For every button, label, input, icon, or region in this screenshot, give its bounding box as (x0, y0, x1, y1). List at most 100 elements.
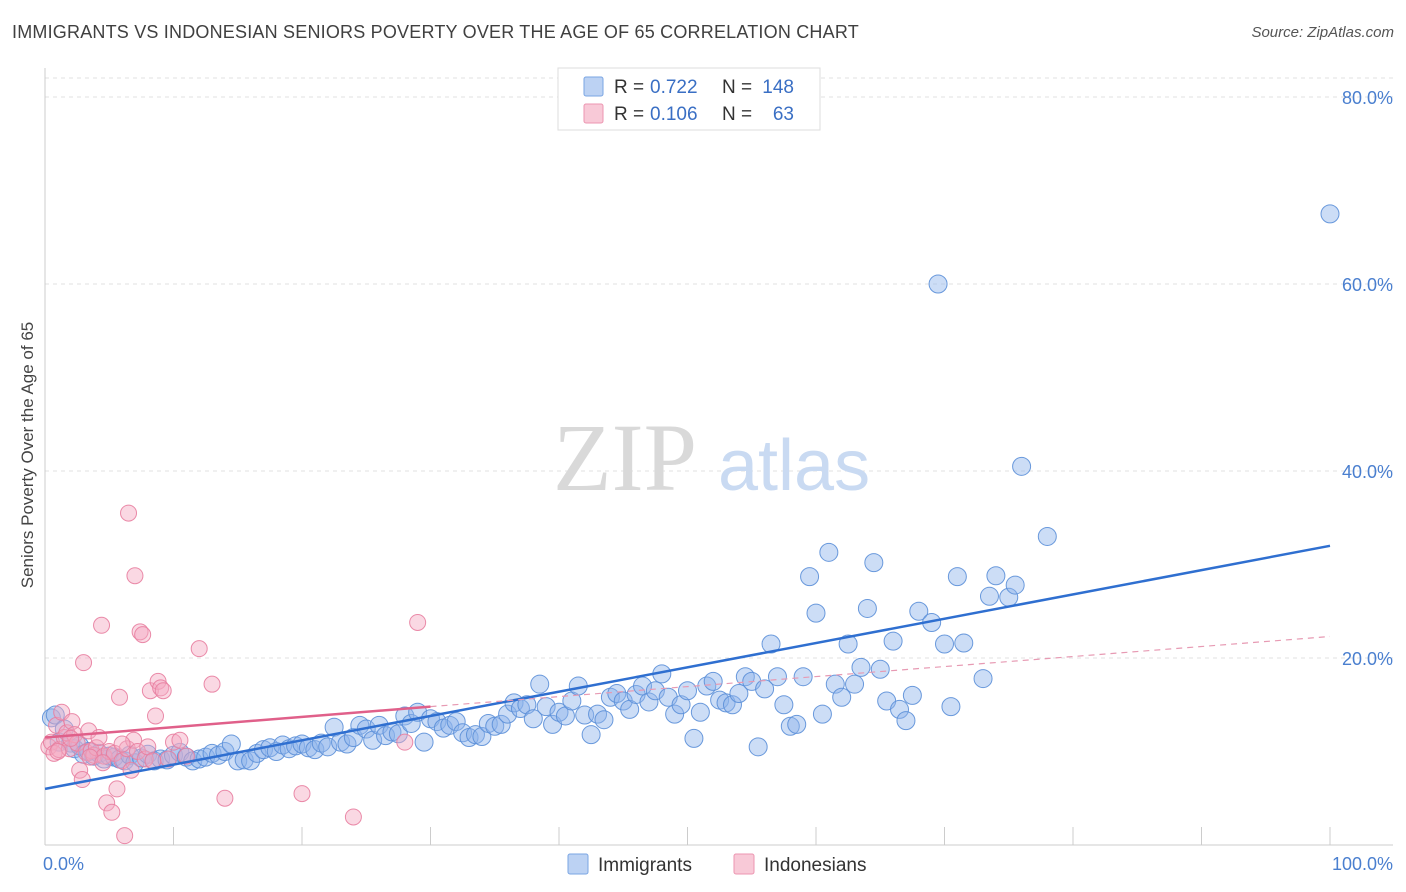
legend-swatch-immigrants (583, 76, 604, 97)
immigrants-point-128 (838, 634, 858, 654)
immigrants-point-92 (607, 684, 627, 704)
indonesians-point-52 (203, 675, 221, 693)
legend-n-value-1: 63 (773, 104, 794, 125)
chart-title: IMMIGRANTS VS INDONESIAN SENIORS POVERTY… (12, 22, 859, 42)
indonesians-point-28 (111, 688, 129, 706)
correlation-legend: R = 0.722 N = 148 R = 0.106 N = 63 (557, 67, 821, 131)
immigrants-point-137 (896, 711, 916, 731)
indonesians-point-17 (82, 742, 100, 760)
bottom-legend-label-indonesians: Indonesians (764, 855, 866, 876)
indonesians-trend-line (44, 705, 431, 739)
immigrants-point-97 (639, 692, 659, 712)
immigrants-point-102 (671, 695, 691, 715)
immigrants-point-104 (684, 728, 704, 748)
legend-r-value-1: 0.106 (650, 104, 698, 125)
immigrants-point-78 (517, 695, 537, 715)
immigrants-point-79 (523, 709, 543, 729)
immigrants-point-75 (498, 704, 518, 724)
immigrants-point-74 (491, 714, 511, 734)
indonesians-point-9 (63, 713, 81, 731)
indonesians-point-48 (165, 733, 182, 751)
immigrants-point-88 (581, 725, 601, 745)
immigrants-trend-line (44, 544, 1331, 791)
legend-r-label-0: R = (614, 77, 644, 98)
indonesians-point-43 (147, 707, 165, 725)
indonesians-point-53 (216, 789, 234, 807)
immigrants-point-151 (1012, 456, 1032, 476)
indonesians-point-44 (149, 672, 167, 690)
immigrants-point-143 (941, 697, 961, 717)
indonesians-point-56 (396, 733, 414, 751)
indonesians-point-59 (62, 729, 80, 747)
immigrants-point-141 (928, 274, 948, 294)
immigrants-point-109 (716, 693, 736, 713)
watermark: ZIP atlas (553, 404, 870, 511)
immigrants-point-138 (902, 685, 922, 705)
immigrants-point-35 (241, 751, 261, 771)
indonesians-point-38 (134, 626, 152, 644)
indonesians-point-45 (152, 679, 170, 697)
immigrants-point-107 (703, 671, 723, 691)
immigrants-point-80 (530, 674, 550, 694)
immigrants-point-119 (780, 716, 800, 736)
y-tick-label-3: 80.0% (1342, 88, 1393, 108)
immigrants-point-130 (851, 657, 871, 677)
immigrants-point-101 (665, 704, 685, 724)
indonesians-point-14 (75, 654, 93, 672)
immigrants-point-105 (690, 702, 710, 722)
series-legend: Immigrants Indonesians (567, 853, 866, 876)
immigrants-point-150 (1005, 575, 1025, 595)
indonesians-point-47 (159, 750, 177, 768)
immigrants-point-120 (787, 714, 807, 734)
immigrants-point-147 (979, 586, 999, 606)
immigrants-point-73 (485, 716, 505, 736)
immigrants-point-152 (1037, 526, 1057, 546)
immigrants-point-116 (761, 634, 781, 654)
indonesians-point-60 (81, 748, 99, 766)
indonesians-point-58 (49, 743, 67, 760)
immigrants-point-110 (722, 695, 742, 715)
legend-n-label-0: N = (722, 77, 752, 98)
legend-n-value-0: 148 (762, 77, 794, 98)
immigrants-point-136 (890, 699, 910, 719)
y-tick-label-0: 20.0% (1342, 649, 1393, 669)
series-indonesians-points (40, 504, 427, 845)
immigrants-point-146 (973, 669, 993, 689)
immigrants-point-145 (954, 633, 974, 653)
indonesians-point-54 (293, 785, 311, 803)
indonesians-point-32 (120, 504, 138, 522)
immigrants-point-103 (678, 681, 697, 701)
immigrants-point-114 (748, 737, 768, 757)
bottom-legend-swatch-indonesians (733, 853, 755, 875)
x-tick-label-0: 0.0% (43, 854, 84, 874)
legend-swatch-indonesians (583, 103, 604, 124)
immigrants-point-32 (221, 734, 241, 754)
indonesians-point-61 (94, 754, 112, 772)
immigrants-point-122 (800, 567, 820, 587)
bottom-legend-label-immigrants: Immigrants (598, 855, 692, 876)
watermark-zip: ZIP (553, 404, 697, 511)
immigrants-point-47 (318, 737, 338, 757)
y-tick-label-1: 40.0% (1342, 462, 1393, 482)
immigrants-point-125 (819, 542, 839, 562)
immigrants-point-133 (870, 659, 890, 679)
immigrants-point-67 (446, 712, 466, 732)
indonesians-point-37 (131, 623, 149, 641)
immigrants-point-115 (755, 679, 775, 699)
indonesians-point-22 (95, 747, 113, 765)
y-tick-label-2: 60.0% (1342, 275, 1393, 295)
immigrants-point-129 (845, 674, 865, 694)
immigrants-point-153 (1320, 204, 1340, 224)
trend-lines (44, 544, 1331, 791)
bottom-legend-swatch-immigrants (567, 853, 589, 875)
immigrants-point-118 (774, 695, 794, 715)
immigrants-point-121 (793, 667, 813, 687)
indonesians-point-57 (409, 613, 427, 631)
immigrants-point-62 (414, 732, 434, 752)
immigrants-point-131 (857, 598, 877, 618)
y-axis-label: Seniors Poverty Over the Age of 65 (18, 322, 37, 588)
indonesians-point-31 (118, 740, 136, 758)
y-tick-labels: 20.0% 40.0% 60.0% 80.0% (1342, 88, 1393, 669)
indonesians-point-35 (126, 567, 144, 585)
